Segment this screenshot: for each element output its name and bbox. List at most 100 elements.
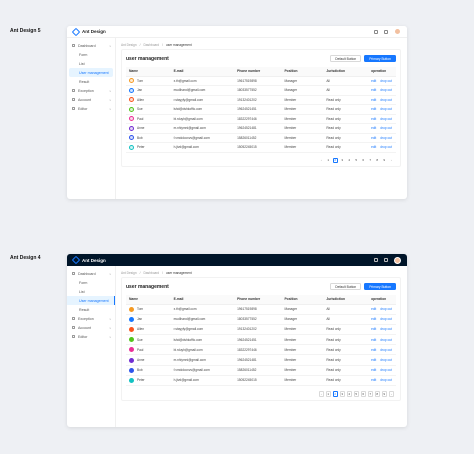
drop-out-link[interactable]: drop out [380,368,392,373]
page-8-button[interactable]: 8 [374,391,380,397]
page-3-button[interactable]: 3 [339,391,345,397]
sidebar-item-result[interactable]: Result [67,305,115,314]
drop-out-link[interactable]: drop out [380,327,392,332]
primary-button[interactable]: Primary Button [364,283,396,290]
v5-logo[interactable]: Ant Design [71,27,106,36]
edit-link[interactable]: edit [371,378,377,383]
edit-link[interactable]: edit [371,135,377,140]
sidebar-item-account[interactable]: Account v [67,323,115,332]
v4-logo[interactable]: Ant Design [71,255,106,265]
user-avatar[interactable] [394,28,401,35]
page-7-button[interactable]: 7 [369,158,372,163]
page-8-button[interactable]: 8 [376,158,379,163]
drop-out-link[interactable]: drop out [380,97,392,102]
sidebar-item-dashboard[interactable]: Dashboard v [67,269,115,278]
sidebar-item-list[interactable]: List [67,59,115,68]
primary-button[interactable]: Primary Button [364,55,396,62]
breadcrumb-item[interactable]: Dashboard [143,42,160,47]
operation-cell: edit drop out [368,114,396,124]
sidebar-item-editor[interactable]: Editor v [67,104,115,113]
drop-out-link[interactable]: drop out [380,78,392,83]
edit-link[interactable]: edit [371,107,377,112]
prev-page-button[interactable]: ‹ [318,391,324,397]
edit-link[interactable]: edit [371,145,377,150]
phone-cell: 19132401202 [234,324,282,336]
drop-out-link[interactable]: drop out [380,88,392,93]
drop-out-link[interactable]: drop out [380,135,392,140]
page-2-button[interactable]: 2 [332,391,338,397]
column-header-phone-number: Phone number [234,295,282,305]
section-label-v4: Ant Design 4 [10,255,41,261]
page-4-button[interactable]: 4 [348,158,351,163]
page-5-button[interactable]: 5 [355,158,358,163]
page-7-button[interactable]: 7 [367,391,373,397]
page-6-button[interactable]: 6 [362,158,365,163]
drop-out-link[interactable]: drop out [380,317,392,322]
sidebar-item-list[interactable]: List [67,287,115,296]
drop-out-link[interactable]: drop out [380,378,392,383]
sidebar-item-account[interactable]: Account v [67,95,115,104]
user-avatar[interactable] [394,256,401,264]
name-cell: Jan [126,314,171,325]
edit-link[interactable]: edit [371,78,377,83]
edit-link[interactable]: edit [371,327,377,332]
sidebar-item-label: Result [79,307,90,312]
breadcrumb-item[interactable]: Ant Design [121,270,137,275]
user-name: Tom [137,307,144,312]
notification-icon[interactable] [374,258,378,262]
settings-icon[interactable] [384,258,388,262]
page-3-button[interactable]: 3 [341,158,344,163]
sidebar-item-user-management[interactable]: User management [67,296,115,305]
page-6-button[interactable]: 6 [360,391,366,397]
sidebar-item-dashboard[interactable]: Dashboard v [67,41,115,50]
name-cell-content: Bob [129,135,171,141]
table-row: Tom x.th@gmail.com 19617519898 Manager All ed… [126,304,396,315]
operation-cell: edit drop out [368,314,396,325]
sidebar-item-exception[interactable]: Exception v [67,314,115,323]
page-5-button[interactable]: 5 [353,391,359,397]
page-9-button[interactable]: 9 [383,158,386,163]
edit-link[interactable]: edit [371,97,377,102]
sidebar-item-form[interactable]: Form [67,278,115,287]
edit-link[interactable]: edit [371,88,377,93]
sidebar-item-exception[interactable]: Exception v [67,86,115,95]
edit-link[interactable]: edit [371,317,377,322]
page-9-button[interactable]: 9 [381,391,387,397]
settings-icon[interactable] [384,29,388,34]
sidebar-item-user-management[interactable]: User management [69,68,113,77]
breadcrumb-item[interactable]: Dashboard [143,270,160,275]
table-row: Bob f.vmdcloovvs@gmail.com 15826011452 Memb… [126,365,396,376]
ant-logo-icon [71,255,81,265]
edit-link[interactable]: edit [371,126,377,131]
edit-link[interactable]: edit [371,116,377,121]
page-4-button[interactable]: 4 [346,391,352,397]
sidebar-item-result[interactable]: Result [67,77,115,86]
notification-icon[interactable] [374,29,378,34]
drop-out-link[interactable]: drop out [380,358,392,363]
default-button[interactable]: Default Button [330,55,362,62]
edit-link[interactable]: edit [371,307,377,312]
page-2-button[interactable]: 2 [332,157,338,163]
edit-link[interactable]: edit [371,347,377,352]
next-page-button[interactable]: › [388,391,394,397]
drop-out-link[interactable]: drop out [380,145,392,150]
drop-out-link[interactable]: drop out [380,126,392,131]
drop-out-link[interactable]: drop out [380,307,392,312]
drop-out-link[interactable]: drop out [380,347,392,352]
default-button[interactable]: Default Button [330,283,362,290]
sidebar-item-editor[interactable]: Editor v [67,332,115,341]
drop-out-link[interactable]: drop out [380,107,392,112]
page-1-button[interactable]: 1 [325,391,331,397]
edit-link[interactable]: edit [371,337,377,342]
drop-out-link[interactable]: drop out [380,337,392,342]
drop-out-link[interactable]: drop out [380,116,392,121]
sidebar-item-form[interactable]: Form [67,50,115,59]
edit-link[interactable]: edit [371,368,377,373]
v4-topbar: Ant Design [67,254,407,266]
prev-page-button[interactable]: ‹ [320,158,322,163]
table-row: Allen r.stayyfy@gmail.com 19132401202 Membe… [126,324,396,336]
edit-link[interactable]: edit [371,358,377,363]
breadcrumb-item[interactable]: Ant Design [121,42,137,47]
next-page-button[interactable]: › [390,158,392,163]
page-1-button[interactable]: 1 [327,158,330,163]
